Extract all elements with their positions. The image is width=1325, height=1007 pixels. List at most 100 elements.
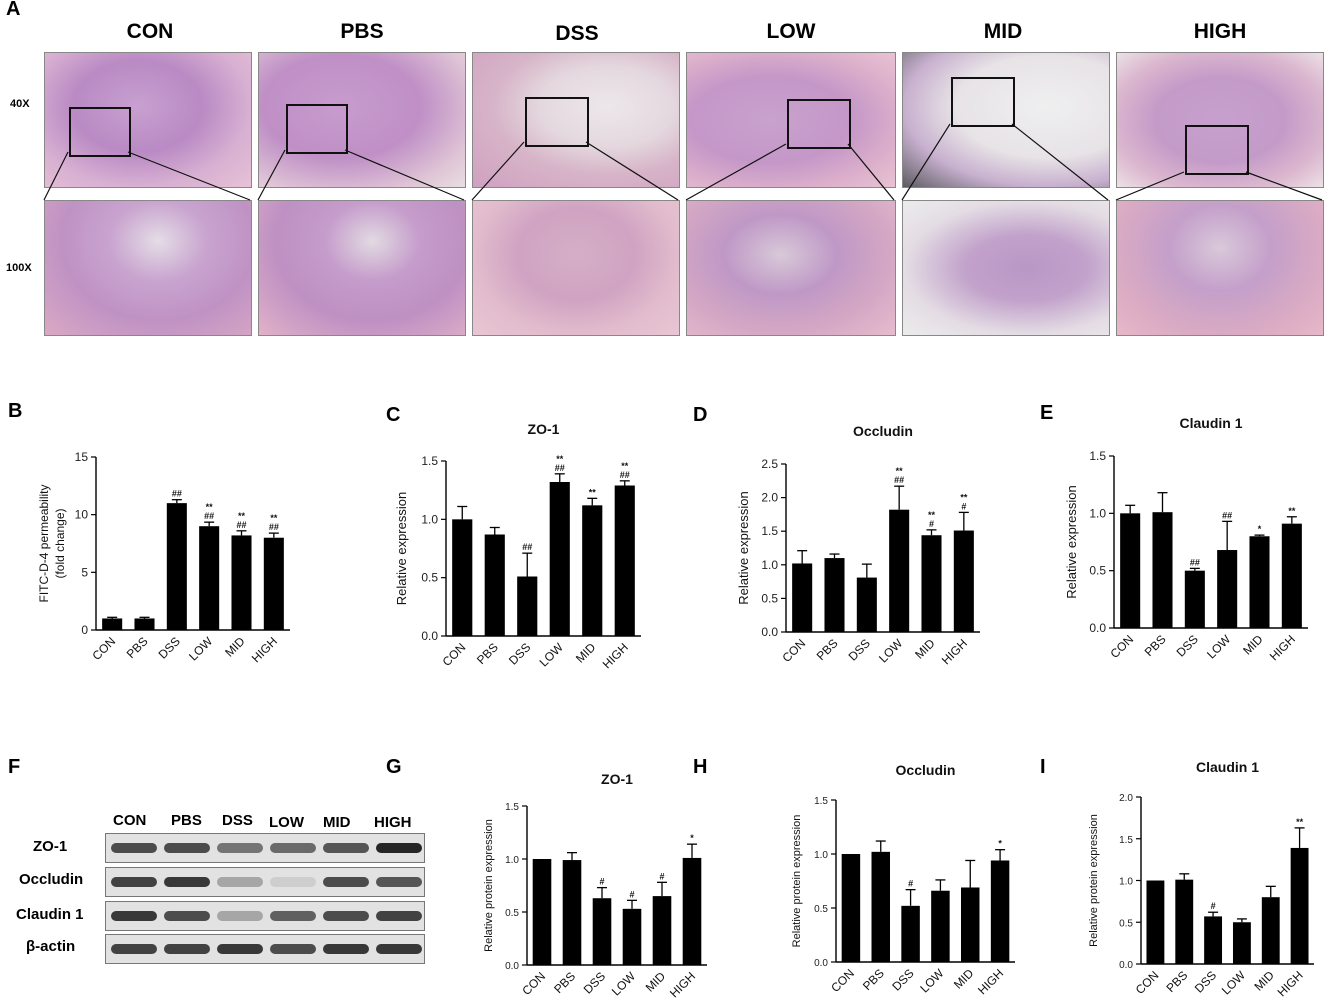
bar	[199, 526, 220, 630]
panel-label-d: D	[693, 404, 708, 426]
magnification-label-40x: 40X	[10, 98, 30, 110]
zoom-region-box	[525, 97, 589, 147]
x-tick-label: MID	[912, 636, 938, 662]
y-tick-label: 1.0	[814, 850, 828, 861]
y-tick-label: 0.0	[814, 958, 828, 969]
panel-label-a: A	[6, 0, 21, 20]
significance-label: #	[929, 519, 934, 529]
significance-label: **	[1288, 506, 1296, 516]
bar	[961, 887, 980, 962]
x-tick-label: LOW	[876, 636, 906, 666]
blot-strip-claudin1	[105, 901, 425, 931]
significance-label: **	[896, 466, 904, 476]
x-tick-label: PBS	[1142, 632, 1169, 659]
blot-band	[270, 944, 316, 954]
y-axis-label: (fold change)	[53, 508, 67, 578]
x-tick-label: DSS	[1174, 632, 1201, 659]
bar	[1281, 523, 1302, 628]
x-tick-label: PBS	[814, 636, 841, 663]
x-tick-label: MID	[1251, 968, 1277, 994]
y-axis-label: Relative protein expression	[791, 815, 803, 948]
y-tick-label: 0.5	[1089, 564, 1106, 578]
bar	[562, 860, 582, 965]
y-tick-label: 1.5	[505, 802, 519, 813]
y-tick-label: 2.5	[761, 457, 778, 471]
x-tick-label: MID	[643, 969, 669, 995]
y-tick-label: 0.5	[814, 904, 828, 915]
x-tick-label: LOW	[917, 966, 947, 996]
y-tick-label: 1.0	[761, 558, 778, 572]
bar	[682, 857, 702, 965]
significance-label: **	[270, 513, 278, 523]
x-tick-label: DSS	[846, 636, 873, 663]
bar	[1152, 512, 1173, 628]
zoom-region-box	[951, 77, 1015, 127]
x-tick-label: PBS	[474, 640, 501, 667]
panel-label-c: C	[386, 404, 401, 426]
bar	[166, 503, 187, 630]
bar	[1290, 847, 1309, 964]
bar	[592, 898, 612, 965]
x-tick-label: LOW	[1219, 968, 1249, 998]
y-tick-label: 1.0	[505, 855, 519, 866]
x-tick-label: HIGH	[1267, 632, 1298, 663]
blot-strip-zo1	[105, 833, 425, 863]
histology-group-label: PBS	[340, 20, 384, 43]
x-tick-label: PBS	[1163, 968, 1190, 995]
histology-group-label: CON	[126, 20, 174, 43]
chart-title: Claudin 1	[1179, 415, 1242, 431]
histology-image-high-40x	[1116, 52, 1324, 188]
y-tick-label: 0.5	[1119, 918, 1133, 929]
y-axis-label: Relative protein expression	[1088, 814, 1100, 947]
zoom-region-box	[1185, 125, 1249, 175]
y-tick-label: 0.0	[1119, 960, 1133, 971]
panel-label-g: G	[386, 756, 402, 778]
blot-row-label: β-actin	[26, 938, 76, 955]
significance-label: ##	[236, 520, 246, 530]
blot-band	[270, 843, 316, 853]
chart-title: Occludin	[853, 423, 913, 439]
blot-column-label: CON	[113, 812, 147, 829]
zoom-region-box	[69, 107, 131, 157]
x-tick-label: HIGH	[939, 636, 970, 667]
x-tick-label: DSS	[889, 966, 916, 993]
x-tick-label: MID	[951, 966, 977, 992]
significance-label: ##	[1222, 510, 1232, 520]
panel-label-e: E	[1040, 402, 1054, 424]
x-tick-label: HIGH	[600, 640, 631, 671]
histology-group-label: HIGH	[1193, 20, 1247, 43]
x-tick-label: PBS	[860, 966, 887, 993]
panel-label-b: B	[8, 400, 23, 422]
histology-image-high-100x	[1116, 200, 1324, 336]
y-tick-label: 1.0	[421, 512, 438, 526]
significance-label: ##	[269, 522, 279, 532]
blot-band	[111, 944, 157, 954]
bar	[1232, 922, 1251, 964]
significance-label: **	[589, 487, 597, 497]
histology-image-low-100x	[686, 200, 896, 336]
x-tick-label: CON	[1133, 968, 1162, 997]
significance-label: ##	[620, 470, 630, 480]
significance-label: *	[690, 833, 694, 843]
y-axis-label: Relative expression	[1064, 485, 1079, 598]
blot-band	[164, 843, 210, 853]
panel-label-h: H	[693, 756, 708, 778]
blot-band	[111, 877, 157, 887]
significance-label: **	[206, 502, 214, 512]
y-axis-label: FITC-D-4 permeability	[37, 484, 51, 602]
bar	[263, 537, 284, 630]
magnification-label-100x: 100X	[6, 262, 32, 274]
blot-row-label: Occludin	[19, 871, 84, 888]
x-tick-label: DSS	[506, 640, 533, 667]
x-tick-label: HIGH	[1275, 968, 1306, 999]
x-tick-label: PBS	[124, 634, 151, 661]
bar	[931, 890, 950, 962]
x-tick-label: HIGH	[667, 969, 698, 1000]
histology-group-label: LOW	[766, 20, 816, 43]
histology-image-mid-40x	[902, 52, 1110, 188]
bar	[921, 535, 942, 632]
bar	[1184, 570, 1205, 628]
blot-column-label: HIGH	[374, 814, 412, 831]
significance-label: **	[556, 454, 564, 464]
significance-label: **	[238, 511, 246, 521]
